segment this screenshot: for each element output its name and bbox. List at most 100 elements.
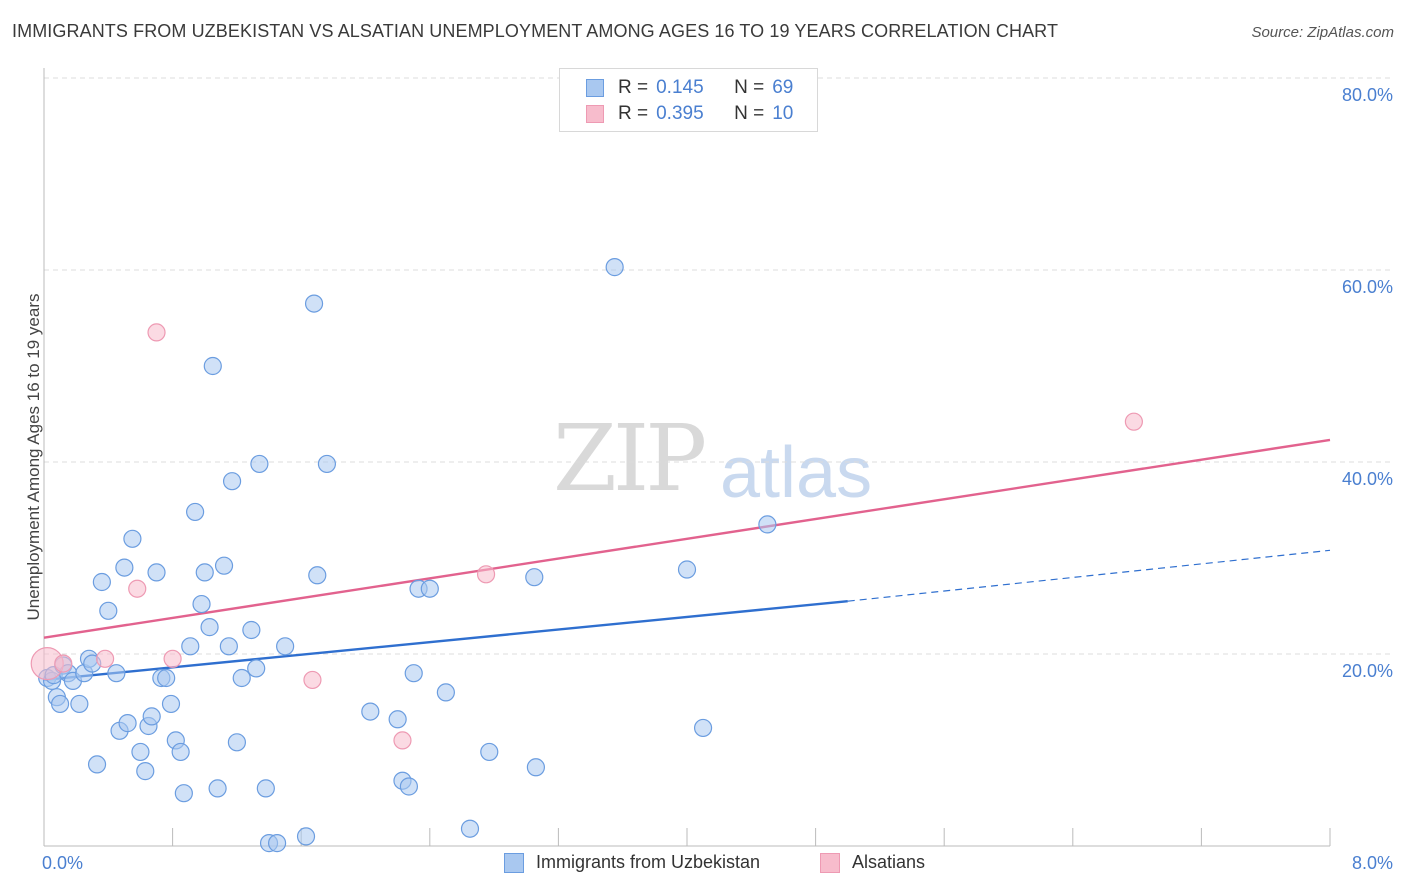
data-point-uzbekistan: [361, 702, 380, 721]
bottom-legend-label-alsatians: Alsatians: [852, 852, 926, 872]
data-point-alsatians: [128, 579, 147, 598]
y-tick-label: 20.0%: [1342, 661, 1393, 681]
watermark-zip: ZIP: [553, 405, 707, 512]
data-point-uzbekistan: [123, 529, 142, 548]
legend-swatch-pink: [586, 105, 604, 123]
chart-title: IMMIGRANTS FROM UZBEKISTAN VS ALSATIAN U…: [12, 21, 1059, 41]
data-point-uzbekistan: [171, 742, 190, 762]
data-point-uzbekistan: [420, 579, 439, 598]
legend-row-alsatians: R = 0.395 N = 10: [586, 102, 793, 126]
data-point-uzbekistan: [525, 568, 544, 587]
y-axis-label: Unemployment Among Ages 16 to 19 years: [24, 294, 43, 621]
legend-n-label: N =: [734, 103, 765, 124]
data-point-uzbekistan: [142, 707, 161, 726]
data-point-uzbekistan: [131, 742, 150, 762]
data-point-uzbekistan: [208, 779, 227, 798]
data-point-uzbekistan: [247, 659, 266, 678]
data-point-uzbekistan: [256, 779, 275, 798]
data-point-uzbekistan: [250, 454, 269, 474]
data-point-uzbekistan: [200, 618, 219, 637]
data-point-uzbekistan: [480, 742, 499, 762]
data-point-uzbekistan: [267, 834, 287, 853]
series-alsatians-points: [30, 323, 1143, 750]
data-point-uzbekistan: [118, 714, 137, 733]
data-point-alsatians: [476, 565, 496, 584]
data-point-uzbekistan: [92, 572, 111, 592]
data-point-uzbekistan: [115, 558, 134, 577]
y-tick-label: 60.0%: [1342, 277, 1393, 297]
data-point-uzbekistan: [181, 637, 200, 656]
data-point-uzbekistan: [308, 566, 327, 585]
bottom-legend-swatch-pink: [820, 852, 840, 873]
bottom-legend-alsatians: Alsatians: [820, 852, 925, 873]
series-uzbekistan-points: [38, 258, 777, 853]
data-point-uzbekistan: [460, 819, 480, 838]
data-point-uzbekistan: [219, 637, 238, 656]
data-point-uzbekistan: [99, 601, 118, 620]
data-point-uzbekistan: [50, 694, 70, 714]
trend-line-uzbekistan: [43, 600, 848, 682]
bottom-legend-swatch-blue: [504, 852, 524, 873]
grid-lines: [44, 77, 1392, 655]
data-point-uzbekistan: [758, 515, 777, 534]
data-point-alsatians: [147, 323, 166, 342]
tick-labels: 20.0% 40.0% 60.0% 80.0% 0.0% 8.0%: [42, 85, 1393, 873]
data-point-uzbekistan: [388, 710, 407, 729]
legend-n-value: 10: [772, 103, 794, 124]
data-point-uzbekistan: [70, 694, 89, 714]
x-tick-label: 0.0%: [42, 853, 83, 873]
data-point-uzbekistan: [227, 733, 246, 752]
data-point-uzbekistan: [276, 637, 295, 656]
y-tick-label: 80.0%: [1342, 85, 1393, 105]
source-label: Source: ZipAtlas.com: [1251, 24, 1394, 41]
trend-lines: [43, 438, 1331, 682]
data-point-uzbekistan: [677, 560, 697, 579]
data-point-uzbekistan: [174, 784, 193, 803]
data-point-uzbekistan: [214, 556, 234, 575]
data-point-alsatians: [95, 649, 115, 668]
data-point-uzbekistan: [693, 718, 713, 738]
trend-line-alsatians: [43, 438, 1331, 639]
legend: R = 0.145 N = 69 R = 0.395 N = 10: [559, 68, 818, 132]
legend-n-value: 69: [772, 77, 794, 98]
legend-n-label: N =: [734, 77, 765, 98]
data-point-alsatians: [393, 731, 412, 750]
data-point-uzbekistan: [107, 664, 126, 683]
trend-line-uzbekistan-extension: [847, 549, 1331, 602]
legend-r-value: 0.395: [656, 103, 704, 124]
data-point-uzbekistan: [157, 668, 176, 688]
watermark-atlas: atlas: [720, 433, 873, 513]
data-point-uzbekistan: [203, 356, 222, 376]
data-point-uzbekistan: [222, 472, 242, 491]
axes: [43, 68, 1331, 847]
data-point-uzbekistan: [605, 258, 624, 277]
data-point-uzbekistan: [186, 502, 205, 522]
data-point-uzbekistan: [436, 683, 455, 702]
legend-r-label: R =: [618, 77, 649, 98]
data-point-uzbekistan: [136, 762, 155, 781]
data-point-uzbekistan: [526, 758, 545, 777]
data-point-uzbekistan: [195, 563, 214, 582]
data-point-uzbekistan: [242, 620, 261, 640]
legend-row-uzbekistan: R = 0.145 N = 69: [586, 76, 793, 100]
data-point-alsatians: [54, 654, 73, 673]
legend-swatch-blue: [586, 79, 604, 97]
bottom-legend-uzbekistan: Immigrants from Uzbekistan: [504, 852, 760, 873]
data-point-alsatians: [303, 670, 322, 690]
data-point-alsatians: [163, 649, 182, 668]
data-point-uzbekistan: [399, 777, 419, 796]
data-point-uzbekistan: [404, 664, 423, 683]
data-point-uzbekistan: [147, 563, 166, 582]
data-point-uzbekistan: [296, 827, 316, 846]
data-point-uzbekistan: [87, 755, 107, 774]
bottom-legend-label-uzbekistan: Immigrants from Uzbekistan: [536, 852, 761, 872]
legend-r-value: 0.145: [656, 77, 704, 98]
x-tick-label: 8.0%: [1352, 853, 1393, 873]
data-point-alsatians: [1124, 412, 1143, 431]
data-point-uzbekistan: [192, 594, 211, 614]
data-point-uzbekistan: [161, 694, 181, 714]
data-point-uzbekistan: [304, 294, 324, 313]
legend-r-label: R =: [618, 103, 649, 124]
y-tick-label: 40.0%: [1342, 469, 1393, 489]
